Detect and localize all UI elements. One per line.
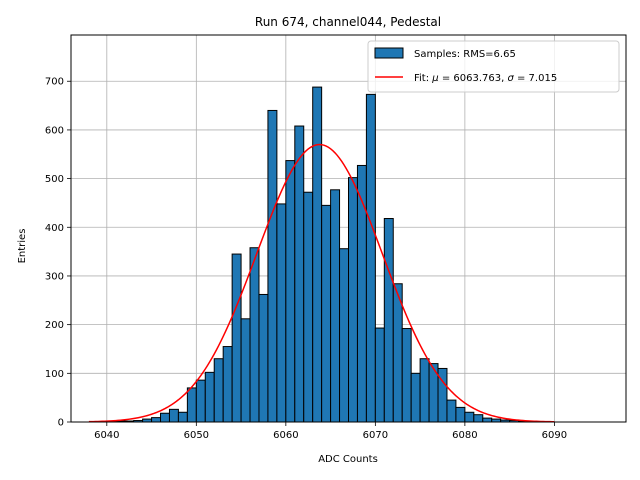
x-tick-label: 6080 (452, 430, 477, 441)
histogram-bar (419, 358, 430, 423)
x-tick-label: 6050 (184, 430, 209, 441)
legend: Samples: RMS=6.65 Fit: μ = 6063.763, σ =… (367, 40, 620, 93)
histogram-bar (222, 346, 233, 423)
x-tick-label: 6070 (363, 430, 388, 441)
legend-histogram-swatch (374, 47, 404, 59)
histogram-bar (303, 191, 314, 423)
plot-frame (70, 34, 627, 423)
fit-curve (88, 143, 555, 423)
histogram-bar (392, 283, 403, 423)
histogram-bar (195, 379, 206, 423)
histogram-bar (177, 411, 188, 423)
legend-fit-mu-value: = 6063.763, (439, 73, 508, 84)
y-tick-label: 500 (45, 174, 64, 185)
legend-fit-sigma-value: = 7.015 (514, 73, 557, 84)
histogram-bar (258, 293, 269, 423)
histogram-bar (446, 399, 457, 423)
histogram-bar (365, 93, 376, 423)
histogram-bar (348, 177, 358, 423)
histogram-bar (213, 358, 224, 423)
histogram-bar (267, 109, 278, 423)
histogram-bar (455, 406, 466, 423)
histogram-bar (160, 412, 170, 423)
y-tick-label: 300 (45, 271, 64, 282)
chart-title: Run 674, channel044, Pedestal (255, 15, 441, 29)
histogram-bar (410, 372, 421, 423)
x-axis-label: ADC Counts (318, 454, 378, 465)
histogram-bar (482, 417, 493, 423)
histogram-bar (186, 387, 197, 423)
x-tick-label: 6040 (94, 430, 119, 441)
histogram-bar (294, 125, 305, 423)
x-axis-ticks: 6040 6050 6060 6070 6080 6090 (94, 422, 567, 441)
y-tick-label: 200 (45, 320, 64, 331)
y-tick-label: 700 (45, 77, 64, 88)
histogram-bar (473, 414, 484, 423)
legend-box (367, 40, 620, 93)
histogram-bar (321, 204, 332, 423)
histogram-bar (231, 253, 242, 423)
histogram-bar (151, 417, 162, 423)
legend-fit-mu-symbol: μ (431, 73, 438, 84)
histogram-bar (168, 408, 179, 423)
x-tick-label: 6090 (542, 430, 567, 441)
legend-fit-prefix: Fit: (414, 73, 432, 84)
y-tick-label: 400 (45, 223, 64, 234)
histogram-bar (374, 327, 385, 423)
histogram-bar (312, 86, 323, 423)
y-axis-label: Entries (17, 229, 28, 264)
legend-fit-sigma-symbol: σ (507, 73, 514, 84)
histogram-bars (97, 86, 546, 423)
histogram-bar (464, 411, 475, 423)
histogram-bar (249, 247, 260, 423)
histogram-bar (330, 189, 341, 423)
histogram-bar (339, 248, 350, 423)
y-axis-ticks: 0 100 200 300 400 500 600 700 (45, 77, 71, 429)
y-tick-label: 0 (58, 418, 64, 429)
legend-fit-label: Fit: μ = 6063.763, σ = 7.015 (414, 73, 557, 84)
x-tick-label: 6060 (273, 430, 298, 441)
histogram-bar (401, 328, 412, 423)
y-tick-label: 100 (45, 369, 64, 380)
histogram-bar (240, 318, 251, 423)
histogram-bar (276, 203, 287, 423)
legend-histogram-label: Samples: RMS=6.65 (414, 49, 516, 60)
histogram-bar (383, 218, 394, 423)
y-tick-label: 600 (45, 125, 64, 136)
histogram-bar (285, 160, 296, 423)
histogram-bar (356, 164, 367, 423)
histogram-bar (204, 371, 215, 423)
